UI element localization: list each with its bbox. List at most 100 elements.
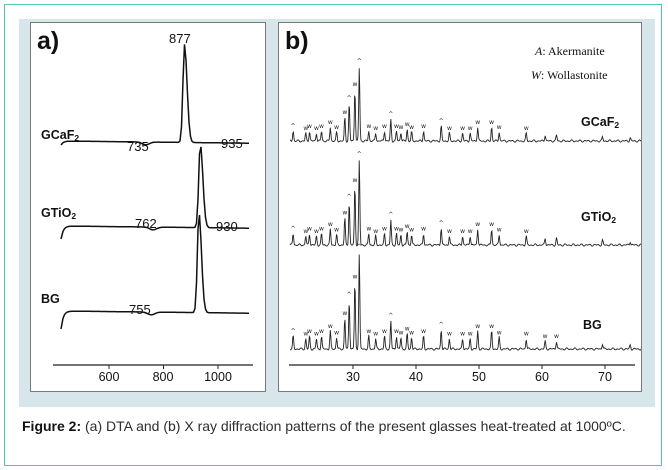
dta-peak-935: 935 bbox=[221, 136, 243, 151]
legend-wollastonite: W: Wollastonite bbox=[531, 68, 608, 82]
xrd-phase-marker: w bbox=[543, 333, 548, 340]
dta-plot bbox=[53, 44, 253, 369]
xrd-phase-marker: w bbox=[497, 227, 502, 234]
xrd-label-gcaf2: GCaF2 bbox=[581, 115, 620, 130]
xrd-phase-marker: w bbox=[468, 331, 473, 338]
xrd-phase-marker: w bbox=[468, 125, 473, 132]
xrd-phase-marker: w bbox=[307, 226, 312, 233]
xrd-phase-marker: ^ bbox=[439, 220, 444, 227]
xrd-phase-marker: w bbox=[328, 323, 333, 330]
xrd-phase-marker: ^ bbox=[357, 58, 362, 65]
xrd-phase-marker: w bbox=[328, 221, 333, 228]
xrd-phase-marker: w bbox=[409, 124, 414, 131]
xrd-phase-marker: w bbox=[314, 125, 319, 132]
xrd-phase-marker: ^ bbox=[291, 226, 296, 233]
xrd-phase-marker: w bbox=[460, 228, 465, 235]
xrd-tick-30: 30 bbox=[346, 370, 360, 384]
xrd-phase-marker: w bbox=[334, 329, 339, 336]
xrd-phase-marker: w bbox=[468, 228, 473, 235]
xrd-phase-marker: w bbox=[447, 331, 452, 338]
xrd-tick-70: 70 bbox=[598, 370, 612, 384]
xrd-phase-marker: w bbox=[475, 119, 480, 126]
xrd-phase-marker: w bbox=[497, 329, 502, 336]
xrd-phase-marker: w bbox=[524, 331, 529, 338]
xrd-pattern-bg bbox=[289, 254, 641, 351]
xrd-phase-marker: w bbox=[352, 177, 357, 184]
dta-onset-735: 735 bbox=[127, 139, 149, 154]
xrd-panel: ^ w w w w w w w ^ w ^ w w w ^ w w w w w ^ w w w w w w w ^ w w w w w w w ^ w ^ w… bbox=[278, 22, 642, 392]
xrd-phase-marker: ^ bbox=[388, 312, 393, 319]
xrd-phase-marker: w bbox=[554, 333, 559, 340]
xrd-phase-marker: ^ bbox=[347, 95, 352, 102]
xrd-phase-marker: w bbox=[342, 109, 347, 116]
xrd-phase-marker: w bbox=[366, 123, 371, 130]
panel-a-letter: a) bbox=[37, 27, 60, 55]
xrd-phase-marker: w bbox=[398, 227, 403, 234]
xrd-phase-marker: w bbox=[303, 228, 308, 235]
xrd-label-bg: BG bbox=[583, 318, 602, 332]
xrd-phase-marker: ^ bbox=[388, 111, 393, 118]
xrd-phase-marker: w bbox=[352, 273, 357, 280]
figure-caption: Figure 2: (a) DTA and (b) X ray diffract… bbox=[22, 418, 626, 434]
dta-label-gcaf2: GCaF2 bbox=[41, 128, 80, 143]
xrd-tick-40: 40 bbox=[409, 370, 423, 384]
xrd-phase-marker: w bbox=[307, 328, 312, 335]
xrd-phase-marker: w bbox=[398, 329, 403, 336]
xrd-phase-marker: w bbox=[366, 328, 371, 335]
xrd-phase-marker: ^ bbox=[439, 118, 444, 125]
xrd-phase-marker: w bbox=[394, 123, 399, 130]
xrd-phase-marker: w bbox=[405, 325, 410, 332]
dta-tick-800: 800 bbox=[152, 370, 174, 384]
xrd-phase-marker: w bbox=[382, 123, 387, 130]
xrd-phase-marker: w bbox=[334, 124, 339, 131]
xrd-phase-marker: ^ bbox=[439, 322, 444, 329]
xrd-label-gtio2: GTiO2 bbox=[581, 210, 617, 225]
xrd-phase-marker: w bbox=[303, 125, 308, 132]
panel-b-letter: b) bbox=[285, 27, 309, 55]
xrd-phase-marker: w bbox=[342, 310, 347, 317]
xrd-phase-marker: w bbox=[394, 328, 399, 335]
xrd-phase-marker: w bbox=[373, 125, 378, 132]
dta-tick-1000: 1000 bbox=[204, 370, 232, 384]
xrd-phase-marker: w bbox=[382, 226, 387, 233]
xrd-phase-marker: w bbox=[405, 121, 410, 128]
xrd-phase-marker: ^ bbox=[291, 328, 296, 335]
xrd-phase-marker: w bbox=[421, 328, 426, 335]
xrd-phase-marker: w bbox=[497, 124, 502, 131]
xrd-phase-marker: w bbox=[352, 81, 357, 88]
xrd-phase-marker: w bbox=[524, 228, 529, 235]
xrd-phase-marker: w bbox=[398, 124, 403, 131]
xrd-phase-marker: w bbox=[421, 123, 426, 130]
dta-curve-gtio2 bbox=[60, 146, 249, 240]
xrd-phase-marker: w bbox=[366, 226, 371, 233]
xrd-phase-marker: ^ bbox=[357, 151, 362, 158]
xrd-phase-marker: w bbox=[409, 227, 414, 234]
xrd-phase-marker: w bbox=[460, 331, 465, 338]
dta-tick-600: 600 bbox=[98, 370, 120, 384]
xrd-phase-marker: w bbox=[319, 123, 324, 130]
xrd-phase-marker: w bbox=[319, 226, 324, 233]
xrd-phase-marker: w bbox=[314, 331, 319, 338]
xrd-phase-marker: w bbox=[328, 119, 333, 126]
xrd-phase-marker: w bbox=[475, 221, 480, 228]
xrd-phase-marker: w bbox=[373, 228, 378, 235]
xrd-phase-marker: w bbox=[421, 226, 426, 233]
xrd-phase-marker: ^ bbox=[388, 212, 393, 219]
xrd-phase-marker: w bbox=[303, 331, 308, 338]
dta-peak-930: 930 bbox=[216, 219, 238, 234]
xrd-phase-marker: w bbox=[319, 328, 324, 335]
xrd-phase-marker: w bbox=[409, 329, 414, 336]
xrd-phase-marker: w bbox=[307, 123, 312, 130]
xrd-tick-60: 60 bbox=[535, 370, 549, 384]
xrd-phase-marker: w bbox=[314, 228, 319, 235]
dta-panel: a) GCaF2 GTiO2 BG 877 735 935 762 930 75… bbox=[30, 22, 266, 392]
xrd-phase-marker: w bbox=[373, 331, 378, 338]
xrd-phase-marker: w bbox=[489, 119, 494, 126]
xrd-pattern-gcaf2 bbox=[289, 68, 641, 143]
xrd-phase-marker: w bbox=[447, 125, 452, 132]
xrd-tick-50: 50 bbox=[472, 370, 486, 384]
xrd-phase-marker: w bbox=[405, 223, 410, 230]
dta-peak-877: 877 bbox=[169, 31, 191, 46]
xrd-phase-marker: w bbox=[524, 125, 529, 132]
